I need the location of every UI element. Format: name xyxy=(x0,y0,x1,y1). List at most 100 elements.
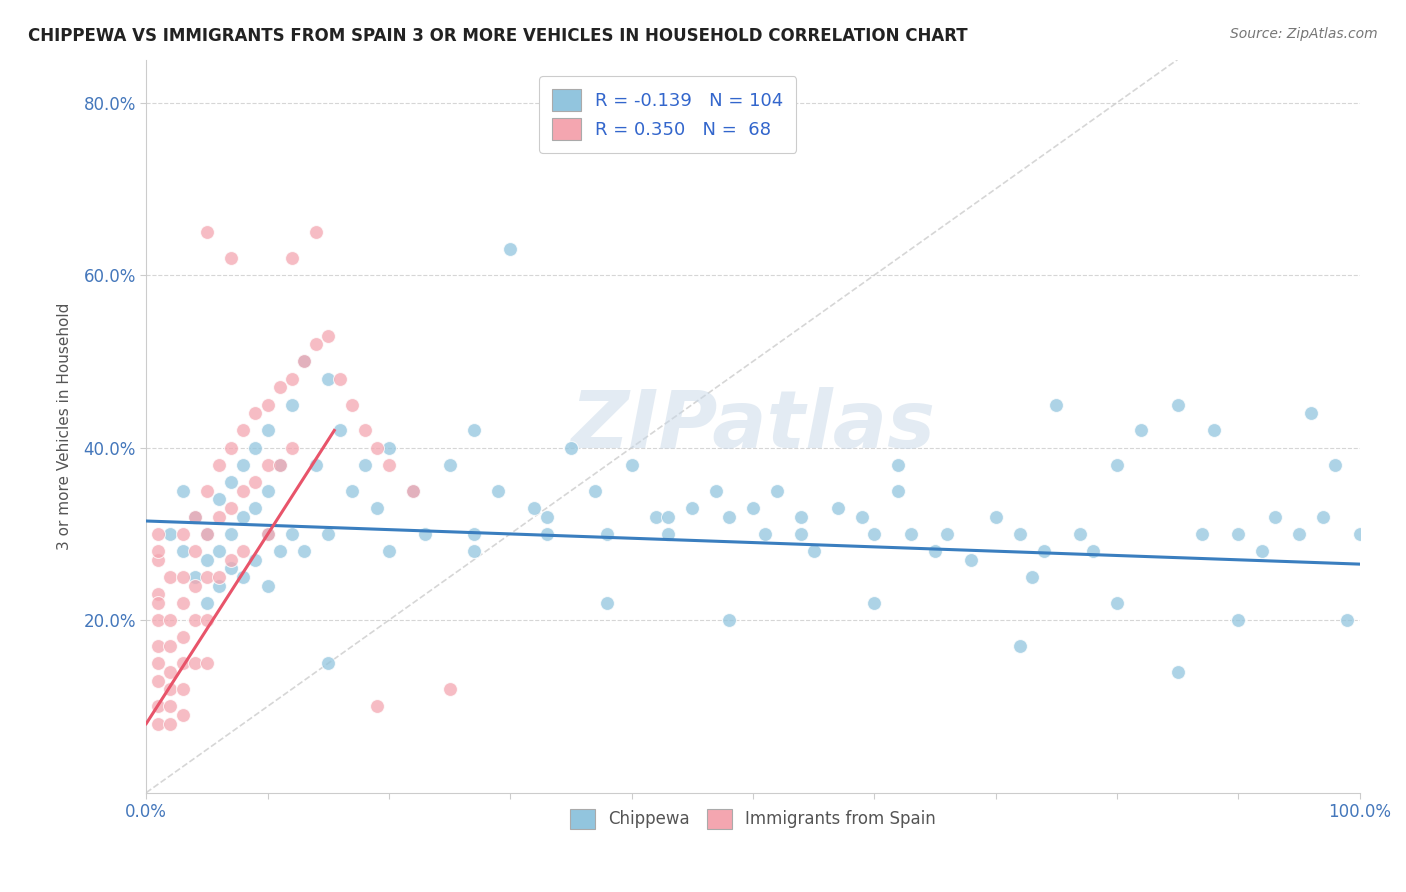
Point xyxy=(316,328,339,343)
Point xyxy=(887,483,910,498)
Point xyxy=(172,596,194,610)
Point xyxy=(219,441,242,455)
Point xyxy=(148,639,170,653)
Point xyxy=(292,544,315,558)
Point xyxy=(1045,398,1067,412)
Point xyxy=(148,527,170,541)
Point xyxy=(827,501,849,516)
Point xyxy=(245,553,267,567)
Point xyxy=(596,596,619,610)
Point xyxy=(463,527,485,541)
Point xyxy=(378,441,401,455)
Point xyxy=(924,544,946,558)
Point xyxy=(1166,398,1188,412)
Point xyxy=(256,527,278,541)
Point xyxy=(159,665,181,679)
Point xyxy=(172,708,194,723)
Point xyxy=(1227,527,1250,541)
Point xyxy=(1105,596,1128,610)
Point xyxy=(1336,613,1358,627)
Point xyxy=(208,579,231,593)
Point xyxy=(281,398,304,412)
Point xyxy=(596,527,619,541)
Point xyxy=(486,483,509,498)
Point xyxy=(232,544,254,558)
Point xyxy=(232,483,254,498)
Point xyxy=(413,527,436,541)
Point xyxy=(1008,639,1031,653)
Point xyxy=(208,492,231,507)
Point xyxy=(195,570,218,584)
Point xyxy=(887,458,910,472)
Point xyxy=(1312,509,1334,524)
Point xyxy=(184,570,207,584)
Point xyxy=(329,372,352,386)
Point xyxy=(208,570,231,584)
Point xyxy=(184,509,207,524)
Point xyxy=(281,251,304,265)
Point xyxy=(232,570,254,584)
Point xyxy=(281,441,304,455)
Point xyxy=(366,699,388,714)
Point xyxy=(159,613,181,627)
Point xyxy=(184,509,207,524)
Point xyxy=(256,579,278,593)
Point xyxy=(256,424,278,438)
Point xyxy=(439,682,461,697)
Point xyxy=(232,458,254,472)
Point xyxy=(1081,544,1104,558)
Point xyxy=(159,527,181,541)
Point xyxy=(463,544,485,558)
Point xyxy=(1288,527,1310,541)
Point xyxy=(148,673,170,688)
Point xyxy=(172,657,194,671)
Point xyxy=(195,225,218,239)
Text: CHIPPEWA VS IMMIGRANTS FROM SPAIN 3 OR MORE VEHICLES IN HOUSEHOLD CORRELATION CH: CHIPPEWA VS IMMIGRANTS FROM SPAIN 3 OR M… xyxy=(28,27,967,45)
Point xyxy=(245,441,267,455)
Point xyxy=(1299,406,1322,420)
Point xyxy=(342,483,364,498)
Point xyxy=(790,527,813,541)
Point xyxy=(1251,544,1274,558)
Point xyxy=(148,613,170,627)
Point xyxy=(900,527,922,541)
Point xyxy=(741,501,763,516)
Point xyxy=(208,458,231,472)
Point xyxy=(536,509,558,524)
Point xyxy=(219,527,242,541)
Point xyxy=(232,509,254,524)
Point xyxy=(366,441,388,455)
Point xyxy=(195,527,218,541)
Point xyxy=(159,716,181,731)
Point xyxy=(1021,570,1043,584)
Point xyxy=(256,458,278,472)
Point xyxy=(1033,544,1056,558)
Point xyxy=(172,527,194,541)
Point xyxy=(766,483,789,498)
Point xyxy=(281,527,304,541)
Text: ZIPatlas: ZIPatlas xyxy=(571,387,935,465)
Point xyxy=(305,337,328,351)
Point xyxy=(960,553,983,567)
Point xyxy=(536,527,558,541)
Point xyxy=(499,243,522,257)
Point xyxy=(936,527,959,541)
Point xyxy=(172,570,194,584)
Point xyxy=(1008,527,1031,541)
Point xyxy=(172,631,194,645)
Point xyxy=(195,613,218,627)
Point xyxy=(402,483,425,498)
Point xyxy=(195,596,218,610)
Point xyxy=(256,527,278,541)
Point xyxy=(342,398,364,412)
Point xyxy=(863,596,886,610)
Point xyxy=(1069,527,1091,541)
Point xyxy=(754,527,776,541)
Point xyxy=(1202,424,1225,438)
Point xyxy=(305,225,328,239)
Point xyxy=(984,509,1007,524)
Point xyxy=(803,544,825,558)
Point xyxy=(256,398,278,412)
Point xyxy=(245,406,267,420)
Point xyxy=(159,682,181,697)
